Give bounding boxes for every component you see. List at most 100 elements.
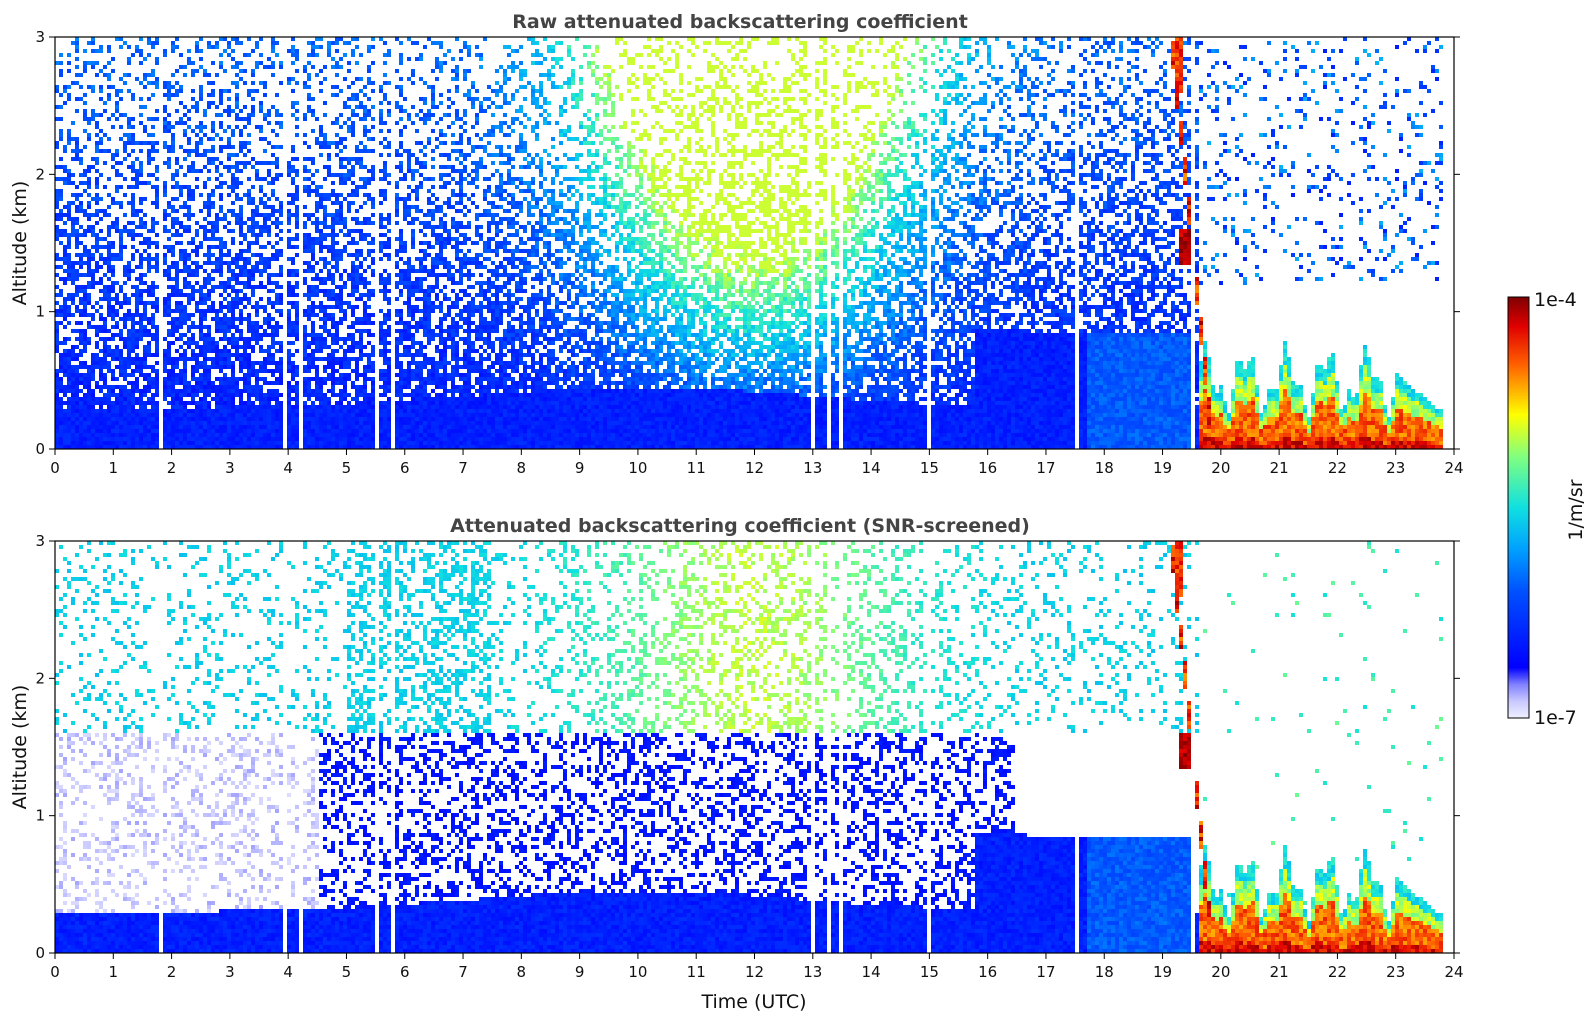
heatmap-cell bbox=[267, 213, 271, 217]
heatmap-cell bbox=[127, 389, 131, 393]
heatmap-cell bbox=[399, 425, 403, 429]
heatmap-cell bbox=[247, 317, 251, 321]
heatmap-cell bbox=[347, 405, 351, 409]
heatmap-cell bbox=[255, 173, 259, 177]
heatmap-cell bbox=[383, 425, 387, 429]
heatmap-cell bbox=[419, 249, 423, 253]
heatmap-cell bbox=[363, 389, 367, 393]
heatmap-cell bbox=[247, 421, 251, 425]
heatmap-cell bbox=[379, 425, 383, 429]
heatmap-cell bbox=[223, 109, 227, 113]
heatmap-cell bbox=[127, 153, 131, 157]
heatmap-cell bbox=[263, 321, 267, 325]
heatmap-cell bbox=[335, 413, 339, 417]
heatmap-cell bbox=[179, 145, 183, 149]
heatmap-cell bbox=[311, 349, 315, 353]
heatmap-cell bbox=[291, 105, 295, 109]
heatmap-cell bbox=[355, 229, 359, 233]
heatmap-cell bbox=[127, 137, 131, 141]
heatmap-cell bbox=[107, 429, 111, 433]
heatmap-cell bbox=[139, 405, 143, 409]
heatmap-cell bbox=[251, 437, 255, 441]
heatmap-cell bbox=[207, 293, 211, 297]
heatmap-cell bbox=[115, 153, 119, 157]
heatmap-cell bbox=[271, 65, 275, 69]
heatmap-cell bbox=[211, 425, 215, 429]
heatmap-cell bbox=[91, 113, 95, 117]
heatmap-cell bbox=[347, 401, 351, 405]
heatmap-cell bbox=[211, 337, 215, 341]
heatmap-cell bbox=[387, 253, 391, 257]
heatmap-cell bbox=[367, 329, 371, 333]
heatmap-cell bbox=[271, 429, 275, 433]
heatmap-cell bbox=[263, 269, 267, 273]
heatmap-cell bbox=[207, 249, 211, 253]
heatmap-cell bbox=[227, 45, 231, 49]
heatmap-cell bbox=[379, 377, 383, 381]
heatmap-cell bbox=[423, 213, 427, 217]
heatmap-cell bbox=[383, 297, 387, 301]
heatmap-cell bbox=[99, 209, 103, 213]
heatmap-cell bbox=[327, 377, 331, 381]
heatmap-cell bbox=[163, 81, 167, 85]
heatmap-cell bbox=[83, 145, 87, 149]
heatmap-cell bbox=[195, 309, 199, 313]
heatmap-cell bbox=[63, 301, 67, 305]
heatmap-cell bbox=[227, 353, 231, 357]
heatmap-cell bbox=[155, 221, 159, 225]
heatmap-cell bbox=[123, 385, 127, 389]
heatmap-cell bbox=[71, 445, 75, 449]
heatmap-cell bbox=[331, 313, 335, 317]
heatmap-cell bbox=[411, 373, 415, 377]
heatmap-cell bbox=[227, 125, 231, 129]
heatmap-cell bbox=[291, 333, 295, 337]
heatmap-cell bbox=[403, 209, 407, 213]
heatmap-cell bbox=[167, 417, 171, 421]
heatmap-cell bbox=[339, 373, 343, 377]
heatmap-cell bbox=[275, 157, 279, 161]
heatmap-cell bbox=[251, 185, 255, 189]
heatmap-cell bbox=[291, 417, 295, 421]
heatmap-cell bbox=[131, 421, 135, 425]
heatmap-cell bbox=[363, 201, 367, 205]
heatmap-cell bbox=[211, 161, 215, 165]
heatmap-cell bbox=[363, 373, 367, 377]
heatmap-cell bbox=[235, 177, 239, 181]
heatmap-cell bbox=[335, 297, 339, 301]
heatmap-cell bbox=[359, 405, 363, 409]
heatmap-cell bbox=[151, 257, 155, 261]
heatmap-cell bbox=[271, 333, 275, 337]
heatmap-cell bbox=[99, 253, 103, 257]
heatmap-cell bbox=[179, 337, 183, 341]
heatmap-cell bbox=[371, 441, 375, 445]
heatmap-cell bbox=[71, 397, 75, 401]
heatmap-cell bbox=[147, 293, 151, 297]
heatmap-cell bbox=[235, 105, 239, 109]
heatmap-cell bbox=[139, 429, 143, 433]
heatmap-cell bbox=[191, 149, 195, 153]
heatmap-cell bbox=[123, 325, 127, 329]
heatmap-cell bbox=[191, 61, 195, 65]
heatmap-cell bbox=[271, 41, 275, 45]
heatmap-cell bbox=[347, 253, 351, 257]
heatmap-cell bbox=[215, 73, 219, 77]
heatmap-cell bbox=[271, 73, 275, 77]
heatmap-cell bbox=[175, 429, 179, 433]
heatmap-cell bbox=[219, 89, 223, 93]
heatmap-cell bbox=[203, 353, 207, 357]
heatmap-cell bbox=[267, 113, 271, 117]
heatmap-cell bbox=[91, 317, 95, 321]
heatmap-cell bbox=[239, 365, 243, 369]
heatmap-cell bbox=[215, 389, 219, 393]
heatmap-cell bbox=[167, 213, 171, 217]
heatmap-cell bbox=[419, 285, 423, 289]
heatmap-cell bbox=[215, 429, 219, 433]
heatmap-cell bbox=[143, 213, 147, 217]
heatmap-cell bbox=[395, 385, 399, 389]
heatmap-cell bbox=[59, 361, 63, 365]
heatmap-cell bbox=[339, 429, 343, 433]
heatmap-cell bbox=[215, 269, 219, 273]
heatmap-cell bbox=[291, 385, 295, 389]
heatmap-cell bbox=[187, 265, 191, 269]
heatmap-cell bbox=[363, 125, 367, 129]
